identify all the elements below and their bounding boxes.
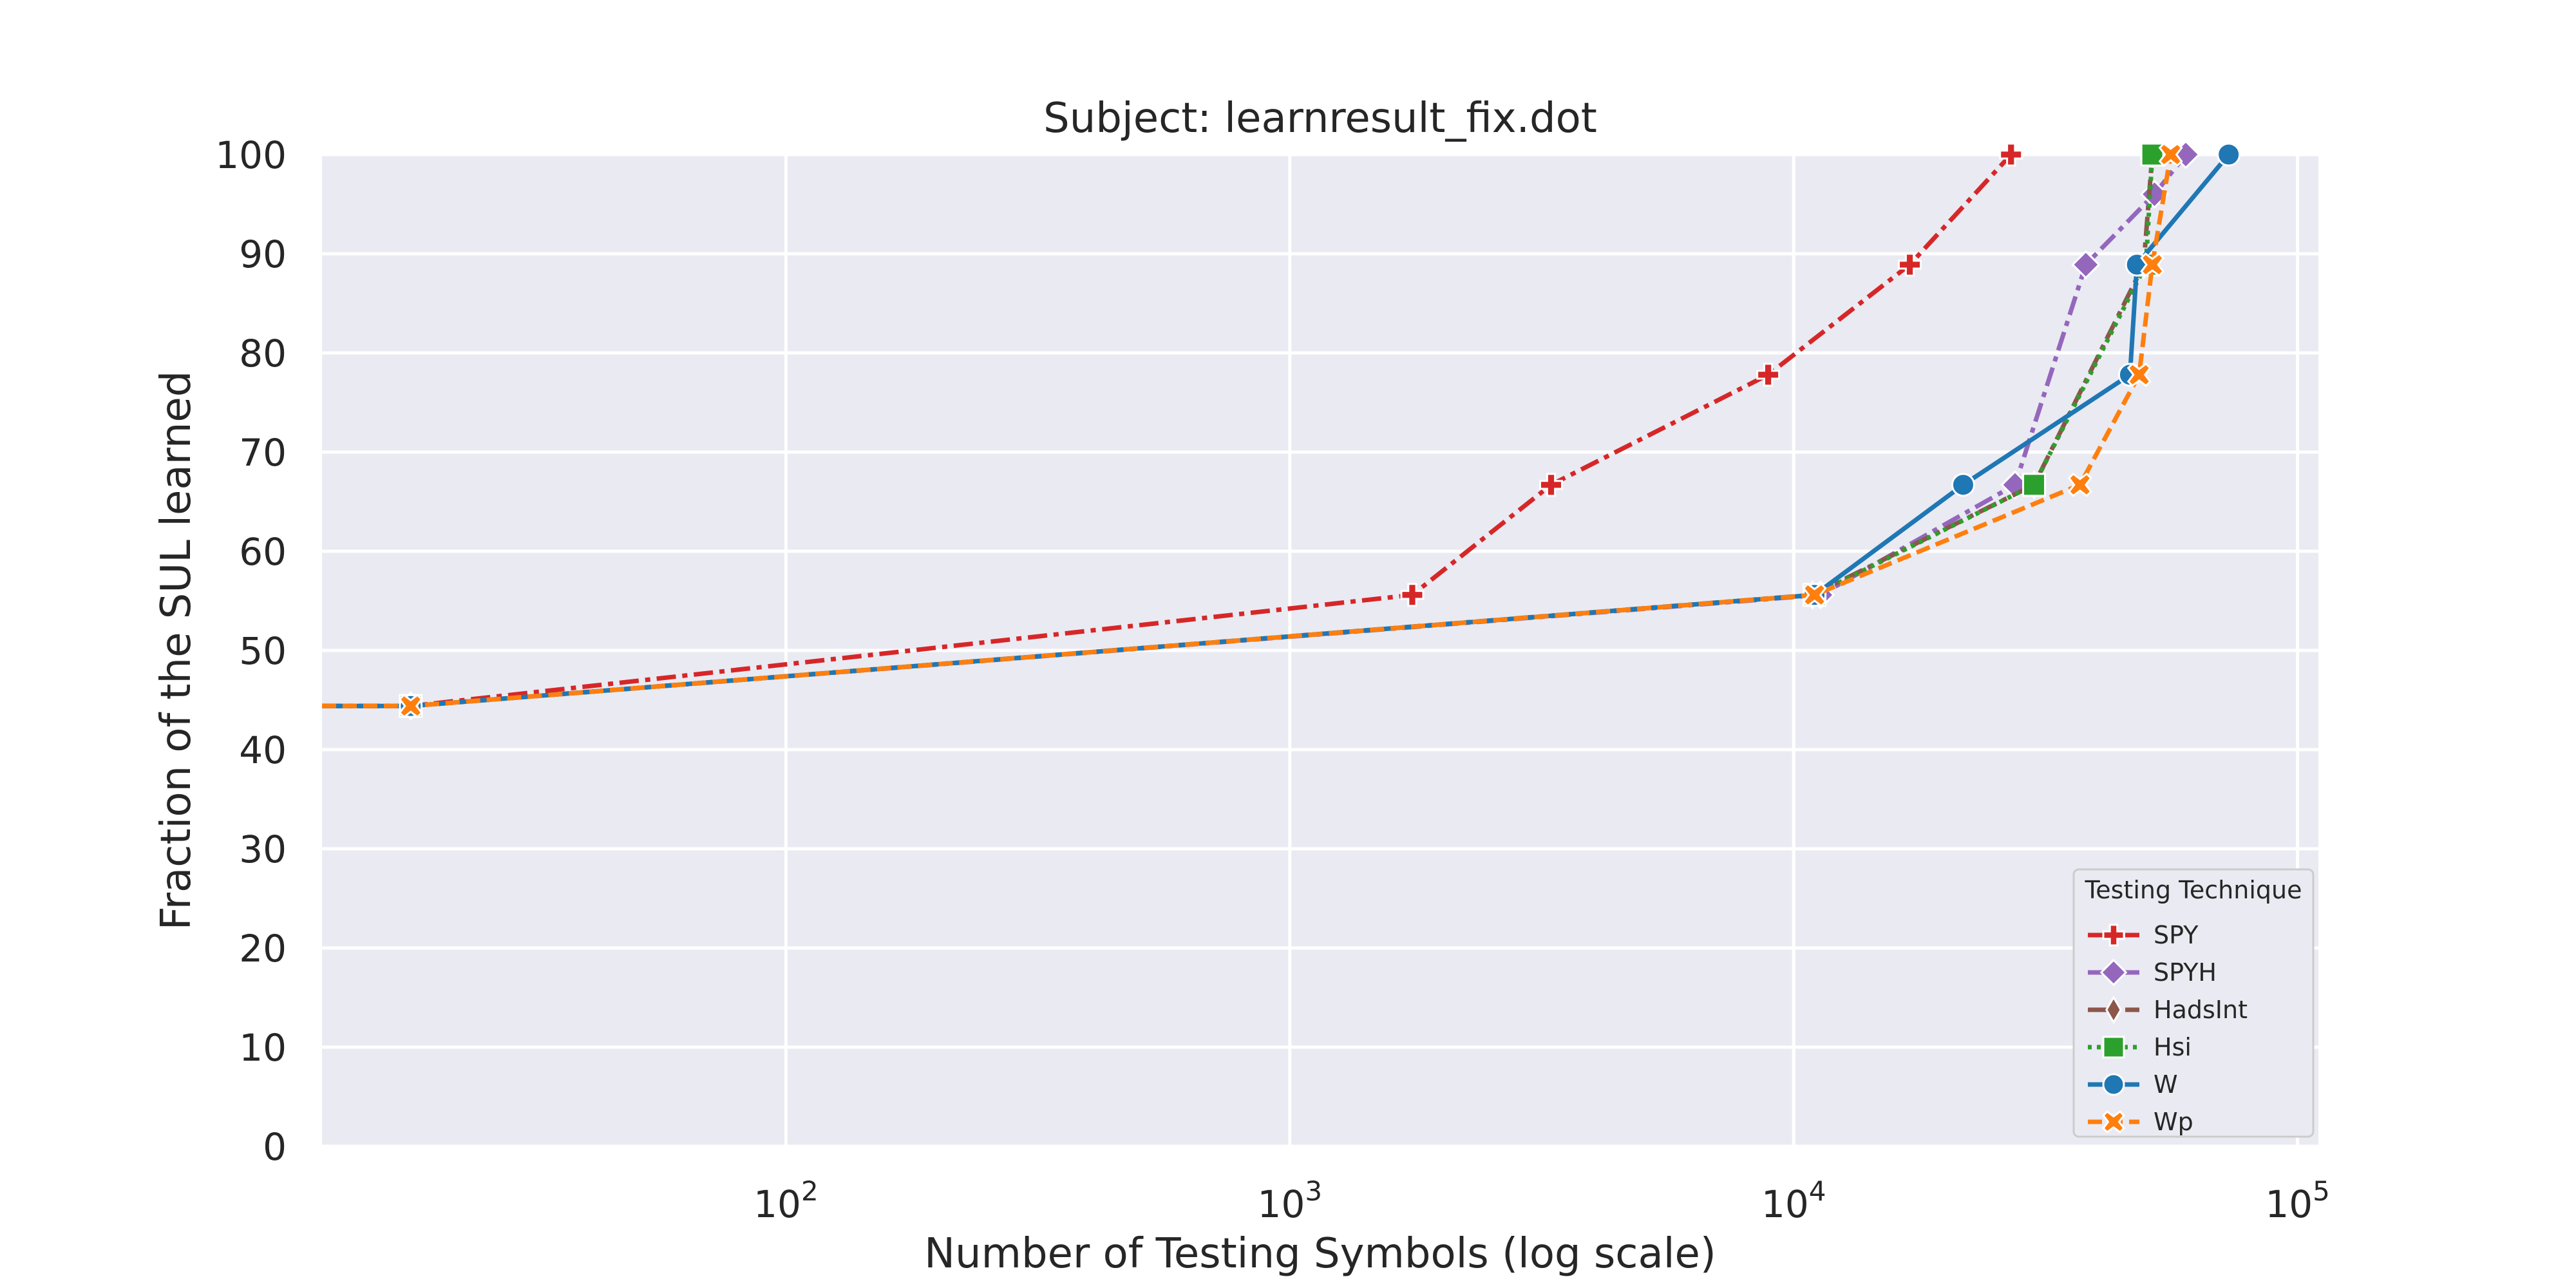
marker-plus <box>1539 473 1564 497</box>
marker-plus <box>1898 252 1922 277</box>
legend-items: SPY SPYH HadsInt Hsi W Wp <box>2088 921 2248 1136</box>
marker-x <box>2067 472 2092 497</box>
legend-item-w: W <box>2088 1070 2178 1099</box>
marker-circle <box>2102 1073 2125 1096</box>
legend-item-wp: Wp <box>2088 1108 2193 1136</box>
chart-title: Subject: learnresult_fix.dot <box>1043 95 1597 142</box>
series-wp <box>322 142 2183 719</box>
y-tick-label: 90 <box>239 232 287 276</box>
marker-diamond <box>2071 250 2101 279</box>
tick-labels: 0 10 20 30 40 50 60 70 80 90 100 102 103 104 105 <box>215 133 2330 1226</box>
y-axis-label: Fraction of the SUL learned <box>153 371 200 931</box>
marker-plus <box>2102 923 2125 947</box>
grid <box>322 153 2318 1148</box>
y-tick-label: 0 <box>263 1125 287 1169</box>
x-tick-label: 102 <box>753 1175 819 1226</box>
marker-plus <box>1400 583 1425 607</box>
x-tick-label: 103 <box>1258 1175 1323 1226</box>
series-layer <box>322 142 2241 721</box>
legend: Testing Technique SPY SPYH HadsInt Hsi W Wp <box>2072 868 2315 1138</box>
marker-circle <box>1951 473 1975 497</box>
marker-square <box>2102 1036 2125 1059</box>
marker-x <box>2126 362 2152 387</box>
marker-diamond <box>2099 958 2128 987</box>
legend-item-spyh: SPYH <box>2088 958 2217 987</box>
x-tick-label: 105 <box>2265 1175 2330 1226</box>
marker-x <box>1802 582 1827 607</box>
legend-item-hadsint: HadsInt <box>2088 995 2248 1025</box>
marker-x <box>2140 252 2165 277</box>
y-tick-label: 60 <box>239 530 287 574</box>
marker-circle <box>2217 142 2241 167</box>
legend-label: SPY <box>2154 921 2199 949</box>
legend-label: Hsi <box>2154 1033 2192 1061</box>
legend-item-hsi: Hsi <box>2088 1033 2192 1061</box>
legend-label: Wp <box>2154 1108 2193 1136</box>
marker-thin-diamond <box>2105 995 2122 1025</box>
marker-x <box>398 694 423 719</box>
y-tick-label: 20 <box>239 927 287 971</box>
y-tick-label: 50 <box>239 629 287 673</box>
y-tick-label: 40 <box>239 728 287 772</box>
y-tick-label: 70 <box>239 431 287 475</box>
x-tick-label: 104 <box>1761 1175 1826 1226</box>
marker-x <box>2158 142 2183 167</box>
legend-item-spy: SPY <box>2088 921 2199 949</box>
marker-plus <box>1999 142 2023 167</box>
marker-square <box>2022 473 2047 497</box>
legend-label: HadsInt <box>2154 996 2248 1024</box>
legend-label: SPYH <box>2154 958 2217 987</box>
series-line <box>322 154 2155 708</box>
legend-label: W <box>2154 1070 2178 1099</box>
y-tick-label: 10 <box>239 1026 287 1070</box>
y-tick-label: 100 <box>215 133 287 177</box>
x-axis-label: Number of Testing Symbols (log scale) <box>924 1230 1716 1278</box>
y-tick-label: 30 <box>239 828 287 871</box>
marker-x <box>2102 1110 2125 1133</box>
marker-plus <box>1756 363 1781 387</box>
y-tick-label: 80 <box>239 332 287 375</box>
legend-title: Testing Technique <box>2084 876 2302 904</box>
